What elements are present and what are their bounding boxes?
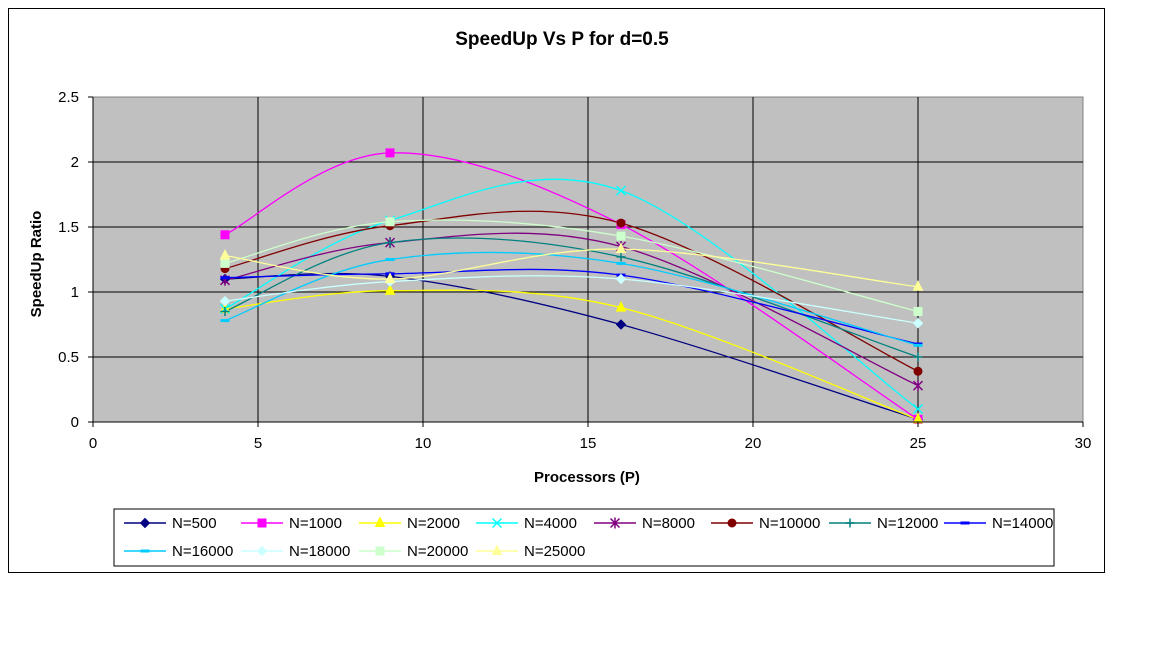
legend-swatch-marker: [845, 518, 855, 528]
series-line-n-20000: [224, 219, 919, 313]
data-point-n-16000: [220, 319, 230, 323]
legend-item-n-18000: N=18000: [241, 543, 350, 560]
legend-item-n-2000: N=2000: [359, 515, 460, 532]
series-line-n-2000: [224, 289, 919, 421]
legend-item-n-1000: N=1000: [241, 515, 342, 532]
legend-label: N=12000: [877, 515, 938, 532]
legend-item-n-14000: N=14000: [944, 515, 1053, 532]
legend-item-n-8000: N=8000: [594, 515, 695, 532]
data-point-n-25000: [384, 272, 396, 283]
data-point-n-10000: [616, 218, 626, 228]
legend-item-n-16000: N=16000: [124, 543, 233, 560]
x-tick-label: 20: [745, 435, 762, 452]
legend-label: N=500: [172, 515, 217, 532]
series-line-n-500: [224, 272, 919, 421]
x-axis-title: Processors (P): [534, 469, 640, 486]
data-point-n-16000: [616, 261, 626, 265]
legend-label: N=1000: [289, 515, 342, 532]
legend-item-n-25000: N=25000: [476, 543, 585, 560]
x-tick-label: 30: [1075, 435, 1092, 452]
series-line-n-18000: [224, 275, 919, 324]
legend-label: N=20000: [407, 543, 468, 560]
legend-box: [113, 508, 1055, 567]
series-line-n-8000: [224, 232, 919, 387]
data-point-n-4000: [615, 185, 627, 196]
axis-ticks: 0 5 10 15 20 25 30 0 0.5 1 1.5 2 2.5: [58, 89, 1091, 452]
data-point-n-20000: [616, 231, 626, 241]
data-point-n-18000: [219, 295, 231, 307]
legend: N=500 N=1000 N=2000 N=4000 N=8000 N=10000 N=12…: [124, 515, 1053, 560]
legend-swatch-marker: [960, 521, 970, 525]
legend-label: N=14000: [992, 515, 1053, 532]
chart-title: SpeedUp Vs P for d=0.5: [455, 29, 669, 50]
series-line-n-16000: [224, 251, 919, 346]
data-point-n-25000: [912, 280, 924, 291]
legend-item-n-4000: N=4000: [476, 515, 577, 532]
speedup-chart: SpeedUp Vs P for d=0.5 0 5 10 15 20 25 30 0 0.5 1…: [28, 29, 1091, 567]
series-markers: [219, 148, 924, 425]
legend-label: N=8000: [642, 515, 695, 532]
legend-label: N=16000: [172, 543, 233, 560]
legend-item-n-12000: N=12000: [829, 515, 938, 532]
data-point-n-12000: [385, 238, 395, 248]
legend-swatch-marker: [491, 517, 503, 529]
legend-item-n-500: N=500: [124, 515, 217, 532]
y-tick-label: 1: [71, 284, 79, 301]
data-point-n-4000: [912, 403, 924, 415]
legend-item-n-20000: N=20000: [359, 543, 468, 560]
legend-swatch-marker: [140, 549, 150, 553]
legend-label: N=25000: [524, 543, 585, 560]
x-tick-label: 5: [254, 435, 262, 452]
legend-item-n-10000: N=10000: [711, 515, 820, 532]
data-point-n-18000: [615, 273, 627, 285]
y-tick-label: 2.5: [58, 89, 79, 106]
data-point-n-16000: [385, 258, 395, 261]
data-point-n-1000: [220, 230, 230, 240]
data-point-n-16000: [913, 343, 923, 347]
legend-swatch-marker: [609, 517, 621, 529]
data-point-n-12000: [616, 252, 626, 262]
legend-swatch-marker: [374, 516, 386, 527]
data-point-n-1000: [385, 148, 395, 158]
legend-swatch-marker: [491, 544, 503, 555]
legend-swatch-marker: [375, 546, 385, 556]
x-tick-label: 25: [910, 435, 927, 452]
chart-frame: SpeedUp Vs P for d=0.5 0 5 10 15 20 25 30 0 0.5 1…: [8, 8, 1105, 573]
legend-swatch-marker: [257, 518, 267, 528]
legend-label: N=10000: [759, 515, 820, 532]
data-point-n-25000: [219, 248, 231, 260]
y-tick-label: 2: [71, 154, 79, 171]
data-point-n-2000: [615, 300, 627, 312]
data-point-n-2000: [384, 284, 396, 295]
series-line-n-25000: [224, 248, 919, 288]
data-point-n-14000: [220, 276, 230, 280]
data-point-n-8000: [912, 380, 924, 392]
data-point-n-25000: [615, 242, 627, 254]
data-point-n-18000: [912, 317, 924, 329]
series-line-n-14000: [224, 268, 919, 345]
x-tick-label: 0: [89, 435, 97, 452]
y-tick-label: 0.5: [58, 349, 79, 366]
series-line-n-1000: [224, 152, 919, 420]
series-lines: [224, 152, 919, 421]
data-point-n-12000: [220, 307, 230, 316]
legend-label: N=18000: [289, 543, 350, 560]
legend-swatch-marker: [139, 517, 151, 529]
data-point-n-10000: [913, 366, 923, 376]
x-tick-label: 10: [415, 435, 432, 452]
data-point-n-20000: [385, 217, 395, 227]
legend-label: N=2000: [407, 515, 460, 532]
x-tick-label: 15: [580, 435, 597, 452]
data-point-n-12000: [913, 352, 923, 362]
legend-label: N=4000: [524, 515, 577, 532]
data-point-n-500: [615, 319, 627, 330]
y-tick-label: 0: [71, 414, 79, 431]
data-point-n-20000: [913, 307, 923, 316]
y-axis-title: SpeedUp Ratio: [28, 211, 45, 318]
legend-swatch-marker: [256, 545, 268, 557]
legend-swatch-marker: [727, 518, 737, 528]
data-point-n-20000: [220, 258, 230, 268]
series-line-n-10000: [224, 210, 919, 372]
y-tick-label: 1.5: [58, 219, 79, 236]
